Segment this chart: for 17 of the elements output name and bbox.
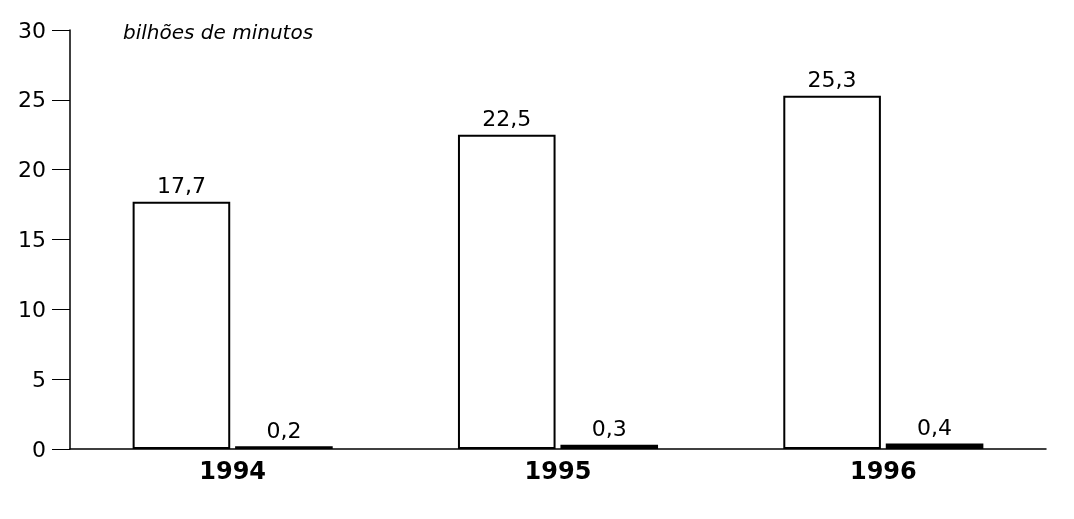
y-tick-label: 5 (32, 366, 46, 392)
y-tick-label: 10 (18, 296, 46, 322)
x-tick-label: 1994 (199, 457, 267, 485)
data-label: 0,3 (591, 416, 627, 442)
data-label: 25,3 (807, 67, 857, 93)
y-axis-title: bilhões de minutos (123, 20, 314, 44)
y-tick-label: 15 (18, 227, 46, 252)
y-tick-label: 30 (18, 17, 46, 43)
y-tick-label: 0 (32, 436, 46, 462)
y-tick-label: 25 (18, 87, 46, 113)
x-tick-label: 1996 (849, 457, 917, 485)
data-label: 17,7 (156, 173, 206, 199)
y-tick-label: 20 (18, 157, 46, 183)
data-label: 22,5 (482, 106, 532, 132)
data-label: 0,4 (917, 414, 953, 440)
x-tick-label: 1995 (524, 457, 592, 485)
data-label: 0,2 (266, 417, 302, 443)
